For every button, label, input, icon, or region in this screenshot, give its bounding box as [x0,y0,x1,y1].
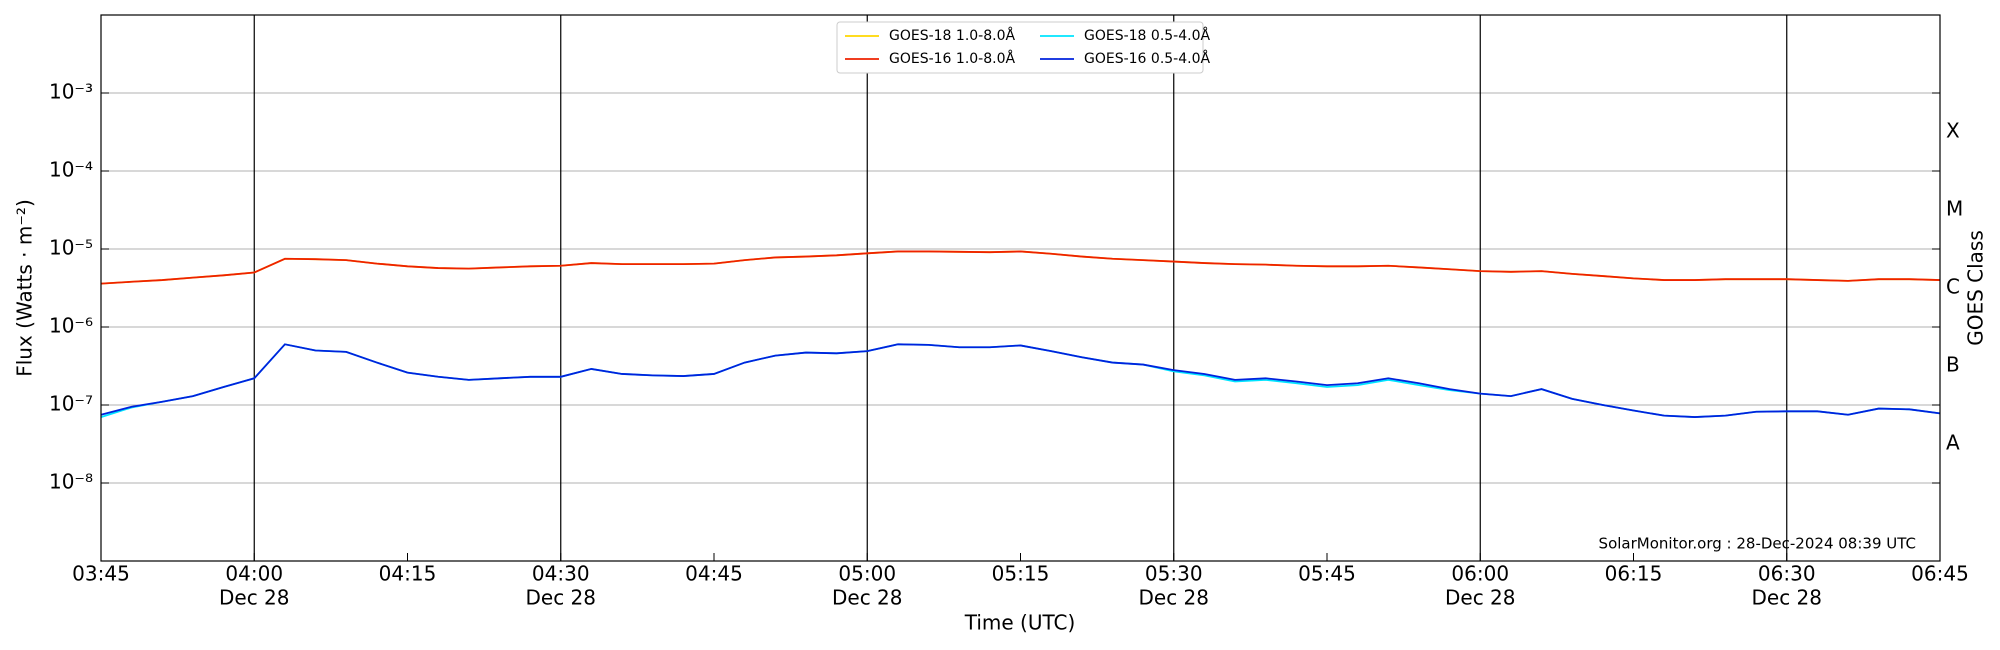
x-tick-label: 04:45 [685,562,743,586]
series-line [100,250,1941,285]
legend-label: GOES-18 0.5-4.0Å [1084,27,1210,44]
x-tick-sublabel: Dec 28 [1445,586,1516,610]
x-tick-label: 06:00 [1451,562,1509,586]
x-tick-sublabel: Dec 28 [832,586,903,610]
legend-label: GOES-16 1.0-8.0Å [889,50,1015,67]
x-tick-label: 03:45 [72,562,130,586]
x-tick-label: 05:45 [1298,562,1356,586]
x-tick-label: 04:30 [532,562,590,586]
legend-label: GOES-16 0.5-4.0Å [1084,50,1210,67]
x-tick-sublabel: Dec 28 [1138,586,1209,610]
y2-axis-label: GOES Class [1964,230,1988,346]
goes-class-label: M [1946,197,1963,221]
y-tick-label: 10⁻⁶ [49,314,93,338]
x-tick-label: 04:00 [225,562,283,586]
goes-class-label: B [1946,353,1960,377]
y-tick-label: 10⁻⁴ [49,158,93,182]
series-line [100,343,1941,418]
y-tick-label: 10⁻³ [49,80,93,104]
y-tick-label: 10⁻⁷ [49,392,93,416]
legend-box [836,21,1204,74]
x-tick-label: 04:15 [379,562,437,586]
legend-label: GOES-18 1.0-8.0Å [889,27,1015,44]
y-axis-label: Flux (Watts · m⁻²) [13,199,37,377]
plot-frame [100,14,1941,562]
y-tick-label: 10⁻⁵ [49,236,93,260]
goes-class-label: A [1946,431,1960,455]
x-axis-label: Time (UTC) [964,611,1076,635]
x-tick-sublabel: Dec 28 [1751,586,1822,610]
x-tick-label: 06:30 [1758,562,1816,586]
y-tick-label: 10⁻⁸ [49,470,93,494]
x-tick-label: 05:15 [992,562,1050,586]
goes-class-label: X [1946,119,1960,143]
x-tick-label: 05:00 [838,562,896,586]
goes-class-label: C [1946,275,1960,299]
annotation: SolarMonitor.org : 28-Dec-2024 08:39 UTC [1599,535,1916,553]
x-tick-label: 05:30 [1145,562,1203,586]
x-tick-label: 06:45 [1911,562,1969,586]
x-tick-sublabel: Dec 28 [219,586,290,610]
x-tick-sublabel: Dec 28 [525,586,596,610]
x-tick-label: 06:15 [1605,562,1663,586]
